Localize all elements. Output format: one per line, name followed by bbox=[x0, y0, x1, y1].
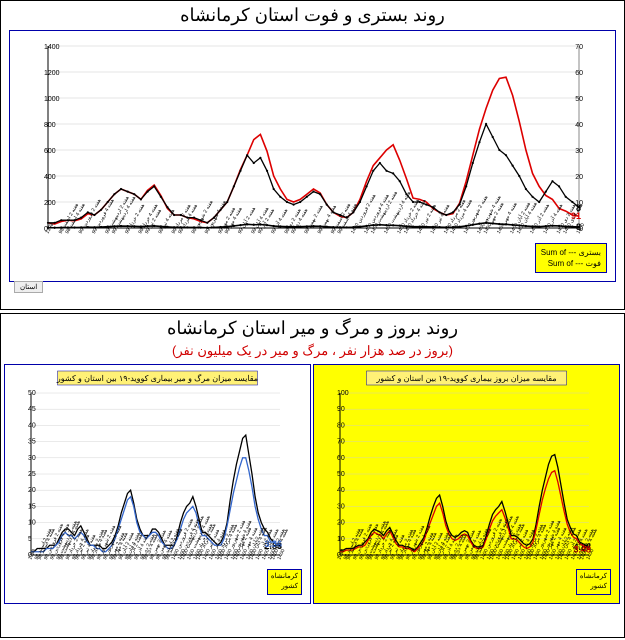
top-chart-panel: روند بستری و فوت استان کرمانشاه 02004006… bbox=[0, 0, 625, 310]
svg-text:10: 10 bbox=[28, 520, 36, 527]
bottom-right-chart-frame: مقایسه میزان مرگ و میر بیماری کووید-۱۹ ب… bbox=[4, 364, 311, 604]
svg-text:70: 70 bbox=[337, 439, 345, 446]
top-chart-svg: 0200400600800100012001400010203040506070… bbox=[10, 31, 615, 283]
sheet-tab[interactable]: استان bbox=[14, 281, 43, 293]
legend-item: کشور bbox=[271, 582, 298, 592]
bottom-right-legend: کرمانشاه کشور bbox=[267, 569, 302, 595]
svg-text:60: 60 bbox=[337, 455, 345, 462]
svg-text:40: 40 bbox=[337, 487, 345, 494]
legend-item: بستری --- Sum of bbox=[541, 247, 601, 258]
top-chart-frame: 0200400600800100012001400010203040506070… bbox=[9, 30, 616, 282]
svg-text:1400: 1400 bbox=[44, 44, 60, 51]
svg-text:1000: 1000 bbox=[44, 96, 60, 103]
legend-item: کرمانشاه bbox=[271, 572, 298, 582]
svg-text:200: 200 bbox=[44, 200, 56, 207]
svg-text:10: 10 bbox=[337, 536, 345, 543]
svg-text:مقایسه میزان بروز بیماری کووید: مقایسه میزان بروز بیماری کووید-۱۹ بین اس… bbox=[375, 374, 556, 383]
bottom-left-legend: کرمانشاه کشور bbox=[576, 569, 611, 595]
bottom-subtitle: (بروز در صد هزار نفر ، مرگ و میر در یک م… bbox=[1, 343, 624, 364]
svg-text:1200: 1200 bbox=[44, 70, 60, 77]
svg-text:30: 30 bbox=[337, 503, 345, 510]
legend-item: کشور bbox=[580, 582, 607, 592]
bottom-title: روند بروز و مرگ و میر استان کرمانشاه bbox=[1, 314, 624, 343]
svg-text:20: 20 bbox=[337, 520, 345, 527]
svg-text:مقایسه میزان مرگ و میر بیماری: مقایسه میزان مرگ و میر بیماری کووید-۱۹ ب… bbox=[56, 373, 258, 383]
svg-text:80: 80 bbox=[337, 422, 345, 429]
bottom-chart-panel: روند بروز و مرگ و میر استان کرمانشاه (بر… bbox=[0, 313, 625, 638]
legend-item: فوت --- Sum of bbox=[541, 258, 601, 269]
svg-text:400: 400 bbox=[44, 174, 56, 181]
top-title: روند بستری و فوت استان کرمانشاه bbox=[1, 1, 624, 30]
svg-text:30: 30 bbox=[28, 455, 36, 462]
bottom-left-chart-svg: مقایسه میزان بروز بیماری کووید-۱۹ بین اس… bbox=[314, 365, 619, 605]
svg-text:600: 600 bbox=[44, 148, 56, 155]
svg-text:800: 800 bbox=[44, 122, 56, 129]
svg-text:90: 90 bbox=[337, 406, 345, 413]
svg-text:50: 50 bbox=[28, 390, 36, 397]
svg-text:25: 25 bbox=[28, 471, 36, 478]
svg-text:35: 35 bbox=[28, 439, 36, 446]
bottom-right-chart-svg: مقایسه میزان مرگ و میر بیماری کووید-۱۹ ب… bbox=[5, 365, 310, 605]
bottom-left-chart-frame: مقایسه میزان بروز بیماری کووید-۱۹ بین اس… bbox=[313, 364, 620, 604]
svg-text:100: 100 bbox=[337, 390, 349, 397]
svg-text:40: 40 bbox=[28, 422, 36, 429]
svg-text:15: 15 bbox=[28, 503, 36, 510]
svg-text:20: 20 bbox=[28, 487, 36, 494]
top-legend: بستری --- Sum of فوت --- Sum of bbox=[535, 243, 607, 273]
legend-item: کرمانشاه bbox=[580, 572, 607, 582]
svg-text:50: 50 bbox=[337, 471, 345, 478]
svg-text:45: 45 bbox=[28, 406, 36, 413]
